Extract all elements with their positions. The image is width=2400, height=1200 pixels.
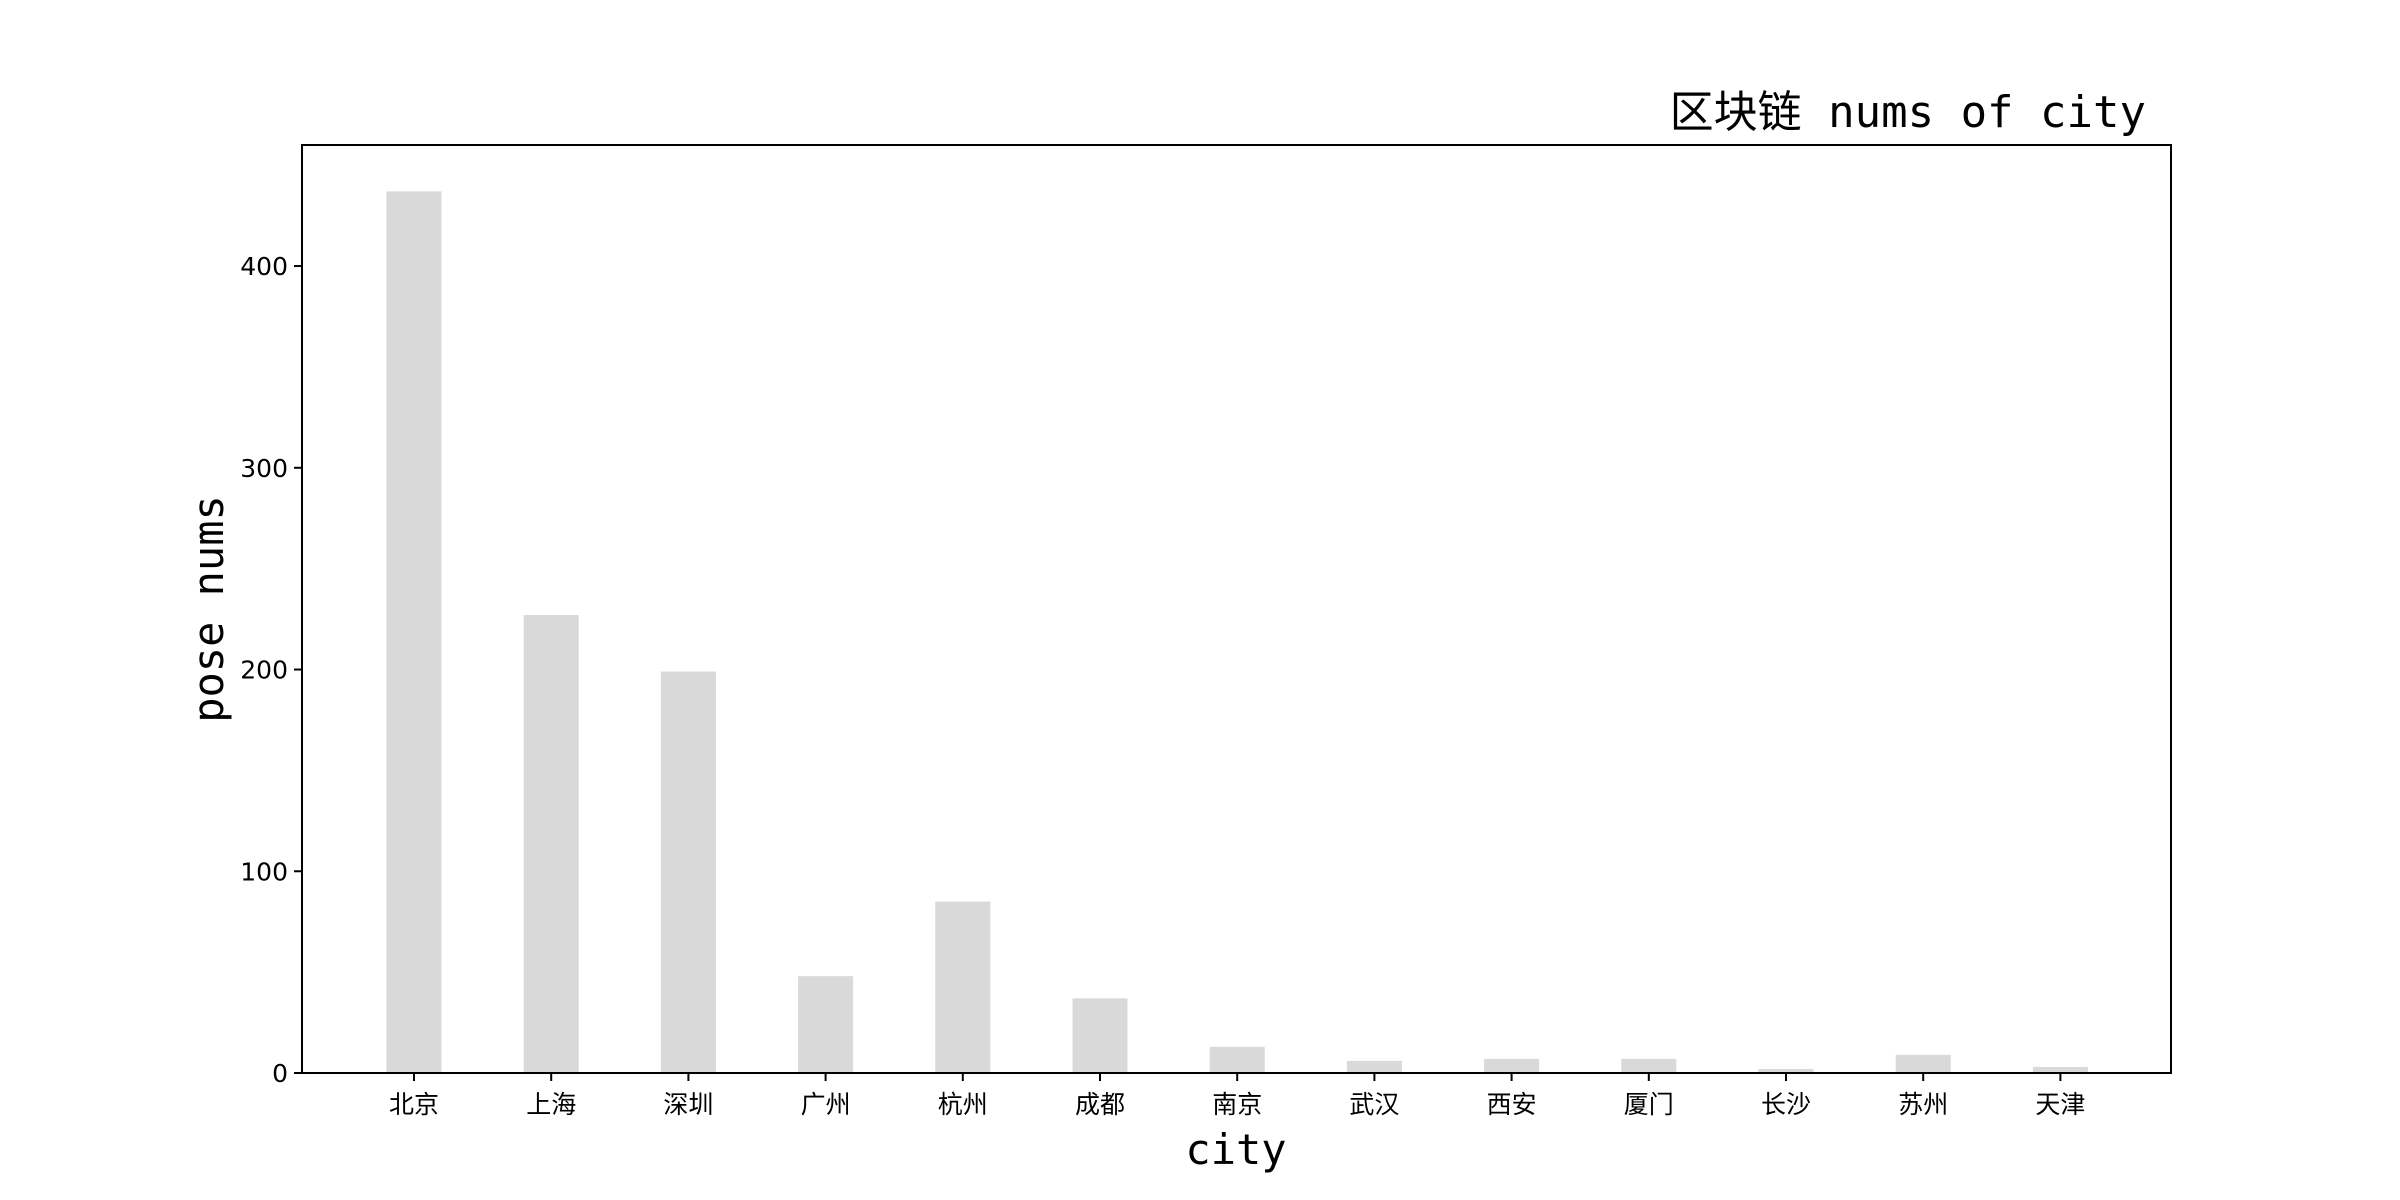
chart-title: 区块链 nums of city xyxy=(1670,87,2146,138)
bar-6 xyxy=(1072,998,1128,1073)
y-tick-label: 400 xyxy=(240,252,288,281)
plot-frame xyxy=(301,144,2172,1074)
y-tick-label: 200 xyxy=(240,656,288,685)
bars-group xyxy=(386,191,2088,1073)
x-tick-label: 上海 xyxy=(526,1090,576,1119)
bar-3 xyxy=(660,671,716,1073)
bar-13 xyxy=(2032,1066,2088,1073)
x-tick-label: 长沙 xyxy=(1761,1090,1811,1119)
x-tick-label: 天津 xyxy=(2035,1090,2085,1119)
x-axis: 北京 上海 深圳 广州 杭州 成都 南京 武汉 西安 厦门 长沙 苏州 天津 xyxy=(389,1073,2085,1119)
x-axis-label: city xyxy=(1185,1125,1286,1174)
x-tick-label: 成都 xyxy=(1075,1090,1125,1119)
x-tick-label: 西安 xyxy=(1487,1090,1537,1119)
y-tick-label: 0 xyxy=(272,1059,288,1088)
bar-5 xyxy=(935,901,991,1073)
bar-10 xyxy=(1621,1058,1677,1073)
x-tick-label: 广州 xyxy=(801,1090,851,1119)
y-axis: 0 100 200 300 400 xyxy=(240,252,302,1088)
x-tick-label: 深圳 xyxy=(663,1090,713,1119)
x-tick-label: 南京 xyxy=(1212,1090,1262,1119)
bar-8 xyxy=(1346,1060,1402,1073)
y-tick-label: 300 xyxy=(240,454,288,483)
x-tick-label: 苏州 xyxy=(1898,1090,1948,1119)
y-tick-label: 100 xyxy=(240,857,288,886)
bar-2 xyxy=(523,615,579,1073)
bar-1 xyxy=(386,191,442,1073)
bar-4 xyxy=(798,976,854,1073)
bar-11 xyxy=(1758,1068,1814,1073)
y-axis-label: pose nums xyxy=(184,495,233,723)
x-tick-label: 北京 xyxy=(389,1090,439,1119)
x-tick-label: 武汉 xyxy=(1349,1090,1399,1119)
bar-12 xyxy=(1895,1054,1951,1073)
x-tick-label: 杭州 xyxy=(938,1090,988,1119)
bar-9 xyxy=(1484,1058,1540,1073)
bar-7 xyxy=(1209,1046,1265,1073)
x-tick-label: 厦门 xyxy=(1624,1090,1674,1119)
